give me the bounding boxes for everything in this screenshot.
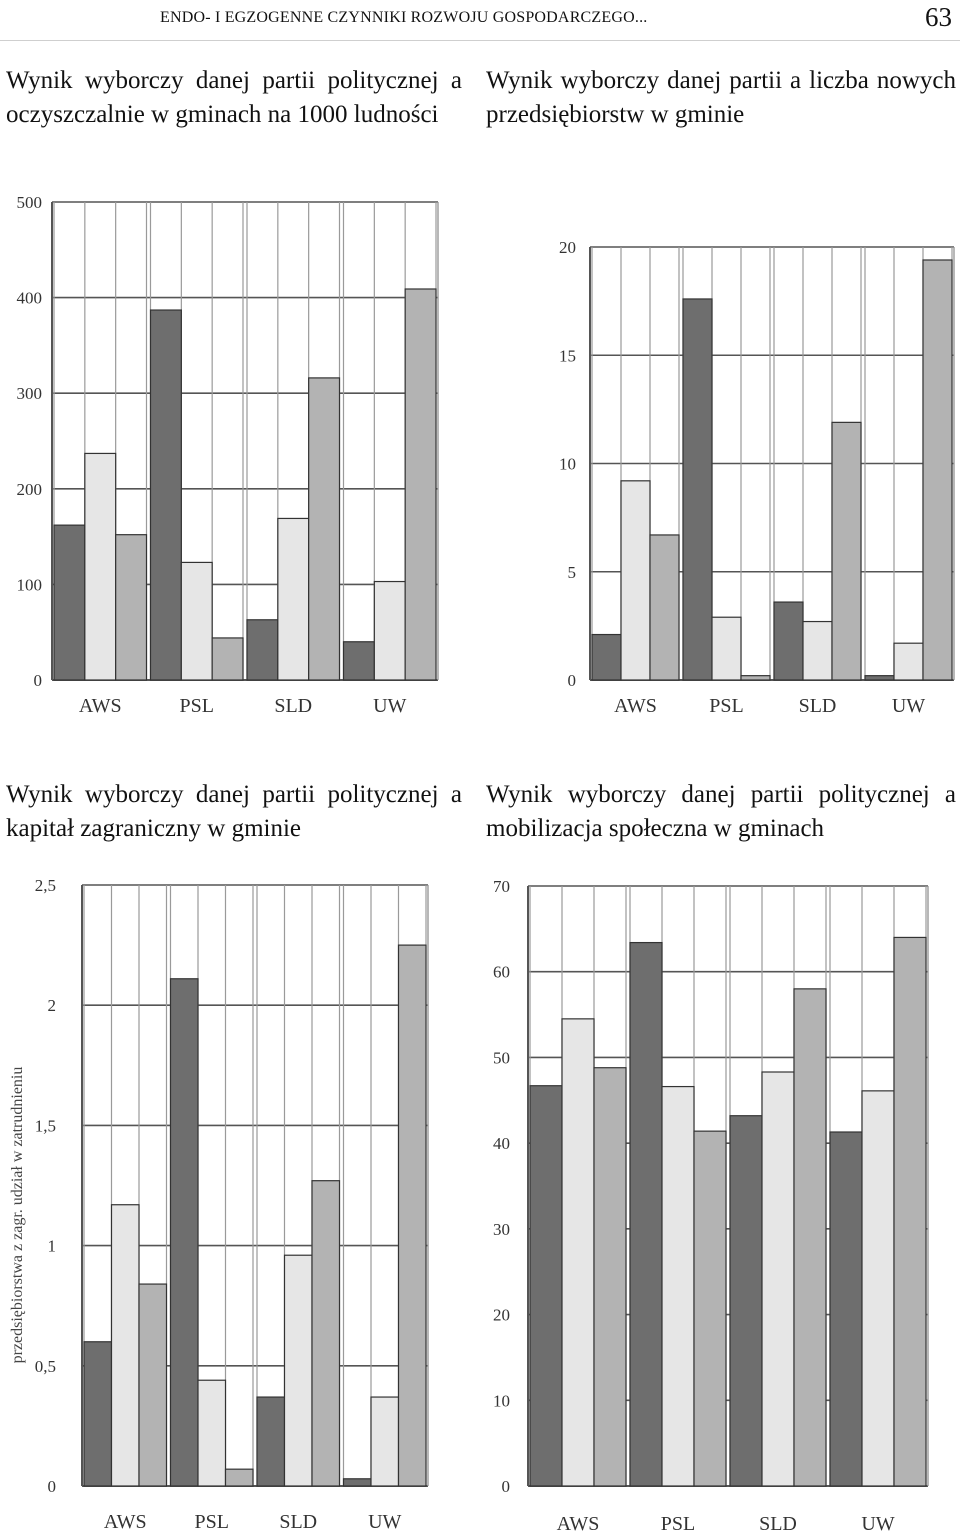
chart-2-bar-aws-s3 xyxy=(649,534,680,681)
chart-4-category-label: PSL xyxy=(661,1513,695,1535)
chart-1-ytick-label: 500 xyxy=(17,193,43,212)
chart-2-bar-psl-s2 xyxy=(711,616,742,681)
chart-1-ytick-label: 300 xyxy=(17,384,43,403)
chart-4-bar-uw-s1 xyxy=(829,1131,863,1487)
chart-4-ytick-label: 60 xyxy=(493,963,510,982)
chart-2-bar-uw-s3 xyxy=(922,259,953,681)
chart-4-ytick-label: 10 xyxy=(493,1391,510,1410)
chart-1-bar-sld-s3 xyxy=(308,377,341,681)
chart-3-bar-psl-s3 xyxy=(224,1468,254,1487)
page-number: 63 xyxy=(925,2,952,32)
chart-4-bar-psl-s2 xyxy=(661,1085,695,1487)
chart-4-bar-aws-s1 xyxy=(529,1085,563,1487)
chart-1-caption: Wynik wyborczy danej partii politycznej … xyxy=(6,67,462,128)
chart-4-bar-uw-s3 xyxy=(893,936,927,1487)
chart-1-bar-psl-s3 xyxy=(211,637,244,681)
chart-3-category-label: SLD xyxy=(279,1511,317,1533)
chart-1-bar-aws-s3 xyxy=(115,534,148,681)
chart-4-bar-uw-s2 xyxy=(861,1090,895,1487)
chart-1-bar-psl-s1 xyxy=(149,309,182,681)
chart-3-bar-sld-s2 xyxy=(283,1254,313,1487)
chart-1-category-label: UW xyxy=(373,695,406,717)
chart-3-category-label: AWS xyxy=(104,1511,147,1533)
chart-3-bar-uw-s3 xyxy=(397,944,427,1487)
chart-4-category-label: SLD xyxy=(759,1513,797,1535)
chart-2-ytick-label: 15 xyxy=(559,346,576,365)
chart-4-ytick-label: 40 xyxy=(493,1134,510,1153)
chart-4-caption: Wynik wyborczy danej partii politycznej … xyxy=(486,781,956,842)
chart-1-ytick-label: 200 xyxy=(17,480,43,499)
chart-1-ytick-label: 0 xyxy=(34,671,43,690)
chart-3-bar-sld-s1 xyxy=(256,1396,286,1487)
chart-1-bar-sld-s2 xyxy=(277,517,310,681)
running-header: ENDO- I EGZOGENNE CZYNNIKI ROZWOJU GOSPO… xyxy=(0,0,960,41)
chart-1-bar-psl-s2 xyxy=(180,561,213,681)
chart-1-ytick-label: 400 xyxy=(17,289,43,308)
chart-3-ytick-label: 2,5 xyxy=(35,876,56,895)
chart-3-bar-sld-s3 xyxy=(311,1180,341,1487)
chart-2-category-label: AWS xyxy=(614,695,657,717)
chart-4-bar-aws-s3 xyxy=(593,1067,627,1487)
chart-3-ytick-label: 2 xyxy=(48,996,57,1015)
chart-2-category-label: SLD xyxy=(799,695,837,717)
chart-2-category-label: UW xyxy=(892,695,925,717)
chart-3-y-axis-label: przedsiębiorstwa z zagr. udział w zatrud… xyxy=(9,1067,26,1364)
chart-4-category-label: AWS xyxy=(557,1513,600,1535)
chart-4-category-label: UW xyxy=(861,1513,894,1535)
chart-4-bar-sld-s1 xyxy=(729,1115,763,1487)
chart-4-bar-aws-s2 xyxy=(561,1018,595,1487)
chart-4-bar-sld-s3 xyxy=(793,988,827,1487)
chart-3-category-label: PSL xyxy=(195,1511,229,1533)
chart-4-ytick-label: 50 xyxy=(493,1048,510,1067)
chart-4-bar-sld-s2 xyxy=(761,1071,795,1487)
chart-3-bar-uw-s2 xyxy=(370,1396,400,1487)
chart-3-bar-aws-s1 xyxy=(83,1341,113,1487)
chart-2-ytick-label: 5 xyxy=(568,563,577,582)
chart-2-bar-sld-s3 xyxy=(831,421,862,681)
chart-1-category-label: AWS xyxy=(79,695,122,717)
chart-2-ytick-label: 0 xyxy=(568,671,577,690)
chart-1-category-label: SLD xyxy=(274,695,312,717)
chart-4-ytick-label: 30 xyxy=(493,1220,510,1239)
chart-3-ytick-label: 1,5 xyxy=(35,1116,56,1135)
chart-2-bar-psl-s1 xyxy=(682,298,713,681)
chart-1-bar-uw-s1 xyxy=(342,641,375,681)
chart-3-ytick-label: 1 xyxy=(48,1237,57,1256)
chart-1-bar-aws-s1 xyxy=(53,524,86,681)
chart-4-ytick-label: 20 xyxy=(493,1306,510,1325)
chart-4-ytick-label: 0 xyxy=(502,1477,511,1496)
chart-1-bar-uw-s3 xyxy=(404,288,437,681)
chart-3-ytick-label: 0,5 xyxy=(35,1357,56,1376)
chart-2-caption: Wynik wyborczy danej partii a liczba now… xyxy=(486,67,956,128)
chart-2-category-label: PSL xyxy=(709,695,743,717)
chart-1-category-label: PSL xyxy=(180,695,214,717)
chart-1-bar-aws-s2 xyxy=(84,452,117,681)
chart-4-bar-psl-s3 xyxy=(693,1130,727,1487)
running-title: ENDO- I EGZOGENNE CZYNNIKI ROZWOJU GOSPO… xyxy=(160,9,648,26)
chart-1-bar-sld-s1 xyxy=(246,619,279,681)
chart-2-bar-psl-s3 xyxy=(740,675,771,681)
chart-4-bar-psl-s1 xyxy=(629,941,663,1487)
chart-3-caption: Wynik wyborczy danej partii politycznej … xyxy=(6,781,462,842)
chart-3-ytick-label: 0 xyxy=(48,1477,57,1496)
chart-2-bar-sld-s2 xyxy=(802,620,833,681)
chart-1-ytick-label: 100 xyxy=(17,575,43,594)
chart-4-ytick-label: 70 xyxy=(493,877,510,896)
chart-3-bar-psl-s2 xyxy=(197,1379,227,1487)
chart-2-ytick-label: 20 xyxy=(559,238,576,257)
chart-2-bar-aws-s2 xyxy=(620,480,651,681)
chart-2-ytick-label: 10 xyxy=(559,455,576,474)
chart-3-category-label: UW xyxy=(368,1511,401,1533)
chart-3-bar-psl-s1 xyxy=(169,978,199,1487)
chart-3-bar-aws-s3 xyxy=(138,1283,168,1487)
chart-2-bar-sld-s1 xyxy=(773,601,804,681)
